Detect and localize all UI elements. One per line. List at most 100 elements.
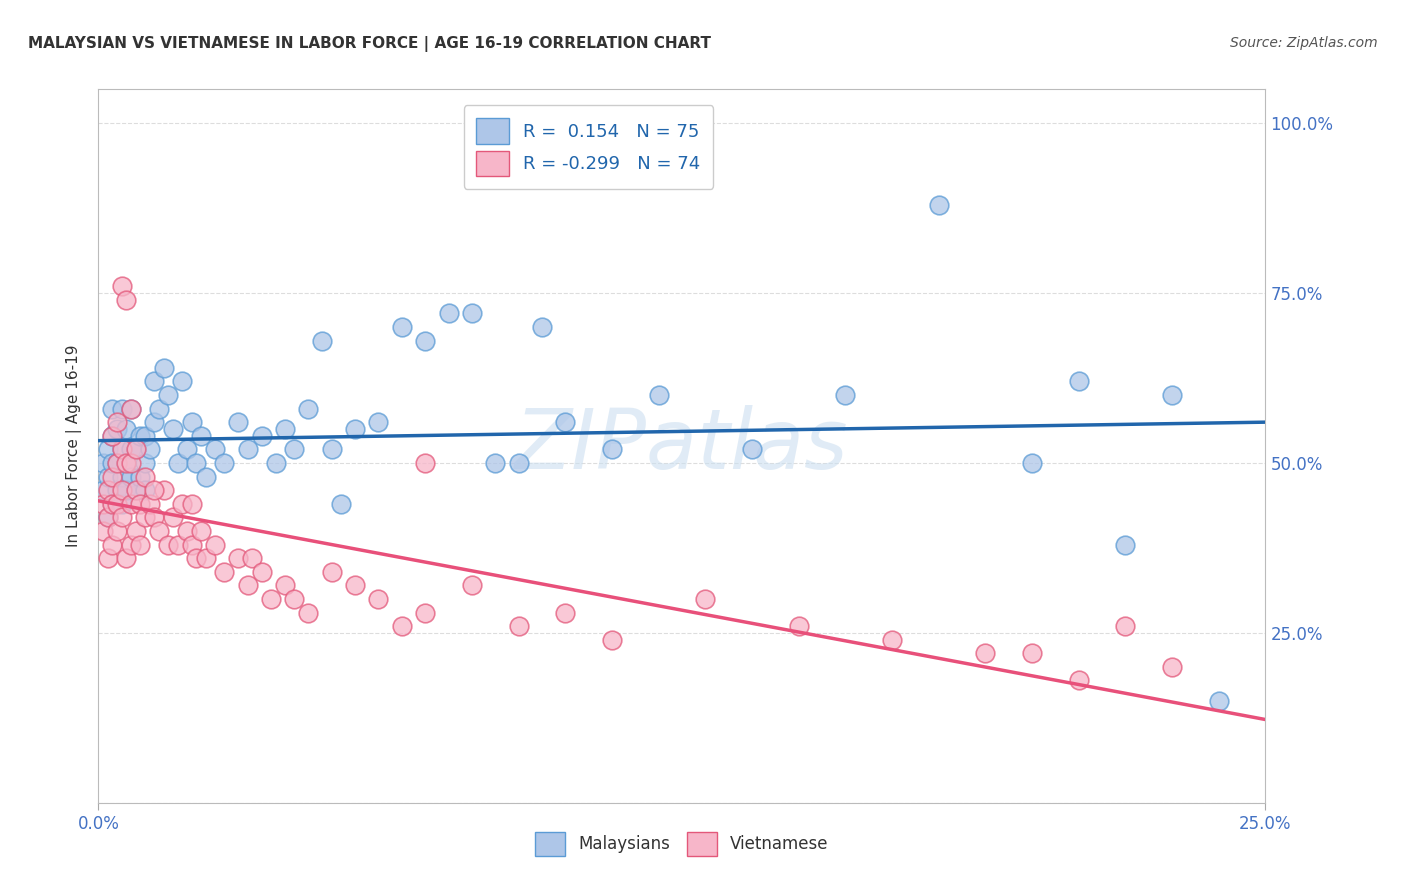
Point [157, 388, 180, 402]
Point [111, 442, 134, 457]
Point [105, 456, 128, 470]
Point [1021, 646, 1043, 660]
Point [105, 483, 128, 498]
Point [367, 415, 389, 429]
Point [134, 456, 156, 470]
Point [508, 456, 530, 470]
Point [236, 442, 259, 457]
Point [190, 429, 212, 443]
Point [111, 401, 134, 416]
Point [1114, 537, 1136, 551]
Point [228, 551, 250, 566]
Point [125, 483, 148, 498]
Point [330, 497, 353, 511]
Point [120, 537, 142, 551]
Point [101, 537, 124, 551]
Point [461, 578, 484, 592]
Point [105, 497, 128, 511]
Point [194, 469, 217, 483]
Point [166, 537, 188, 551]
Point [143, 510, 166, 524]
Point [741, 442, 763, 457]
Point [120, 497, 142, 511]
Point [367, 591, 389, 606]
Point [1208, 694, 1230, 708]
Point [180, 497, 202, 511]
Text: Source: ZipAtlas.com: Source: ZipAtlas.com [1230, 36, 1378, 50]
Point [105, 415, 128, 429]
Point [880, 632, 903, 647]
Point [1067, 673, 1090, 688]
Point [236, 578, 259, 592]
Point [321, 565, 343, 579]
Point [115, 293, 138, 307]
Point [250, 565, 273, 579]
Point [186, 456, 208, 470]
Point [974, 646, 997, 660]
Point [152, 483, 174, 498]
Point [242, 551, 264, 566]
Point [413, 606, 436, 620]
Point [101, 429, 124, 443]
Point [101, 401, 124, 416]
Point [148, 401, 170, 416]
Point [148, 524, 170, 538]
Point [101, 469, 124, 483]
Legend: Malaysians, Vietnamese: Malaysians, Vietnamese [524, 822, 839, 866]
Point [297, 401, 319, 416]
Point [120, 469, 142, 483]
Point [157, 537, 180, 551]
Point [190, 524, 212, 538]
Point [111, 469, 134, 483]
Point [600, 442, 623, 457]
Point [176, 442, 198, 457]
Point [1161, 388, 1184, 402]
Point [120, 456, 142, 470]
Point [129, 469, 152, 483]
Point [97, 551, 120, 566]
Point [413, 456, 436, 470]
Point [297, 606, 319, 620]
Point [1161, 660, 1184, 674]
Point [120, 401, 142, 416]
Point [214, 456, 236, 470]
Point [134, 429, 156, 443]
Point [91, 497, 114, 511]
Point [250, 429, 273, 443]
Point [484, 456, 506, 470]
Point [134, 510, 156, 524]
Point [105, 524, 128, 538]
Point [115, 422, 138, 436]
Point [120, 401, 142, 416]
Point [283, 442, 305, 457]
Point [115, 483, 138, 498]
Point [134, 469, 156, 483]
Point [180, 415, 202, 429]
Point [260, 591, 283, 606]
Point [101, 497, 124, 511]
Point [143, 483, 166, 498]
Point [105, 422, 128, 436]
Point [928, 198, 950, 212]
Point [129, 429, 152, 443]
Point [125, 483, 148, 498]
Point [166, 456, 188, 470]
Point [1021, 456, 1043, 470]
Point [204, 537, 226, 551]
Point [111, 510, 134, 524]
Point [437, 306, 460, 320]
Point [461, 306, 484, 320]
Point [787, 619, 810, 633]
Point [554, 415, 576, 429]
Point [111, 497, 134, 511]
Point [125, 524, 148, 538]
Point [344, 422, 367, 436]
Point [143, 375, 166, 389]
Point [115, 456, 138, 470]
Point [91, 524, 114, 538]
Point [101, 497, 124, 511]
Point [283, 591, 305, 606]
Point [180, 537, 202, 551]
Point [97, 469, 120, 483]
Point [834, 388, 856, 402]
